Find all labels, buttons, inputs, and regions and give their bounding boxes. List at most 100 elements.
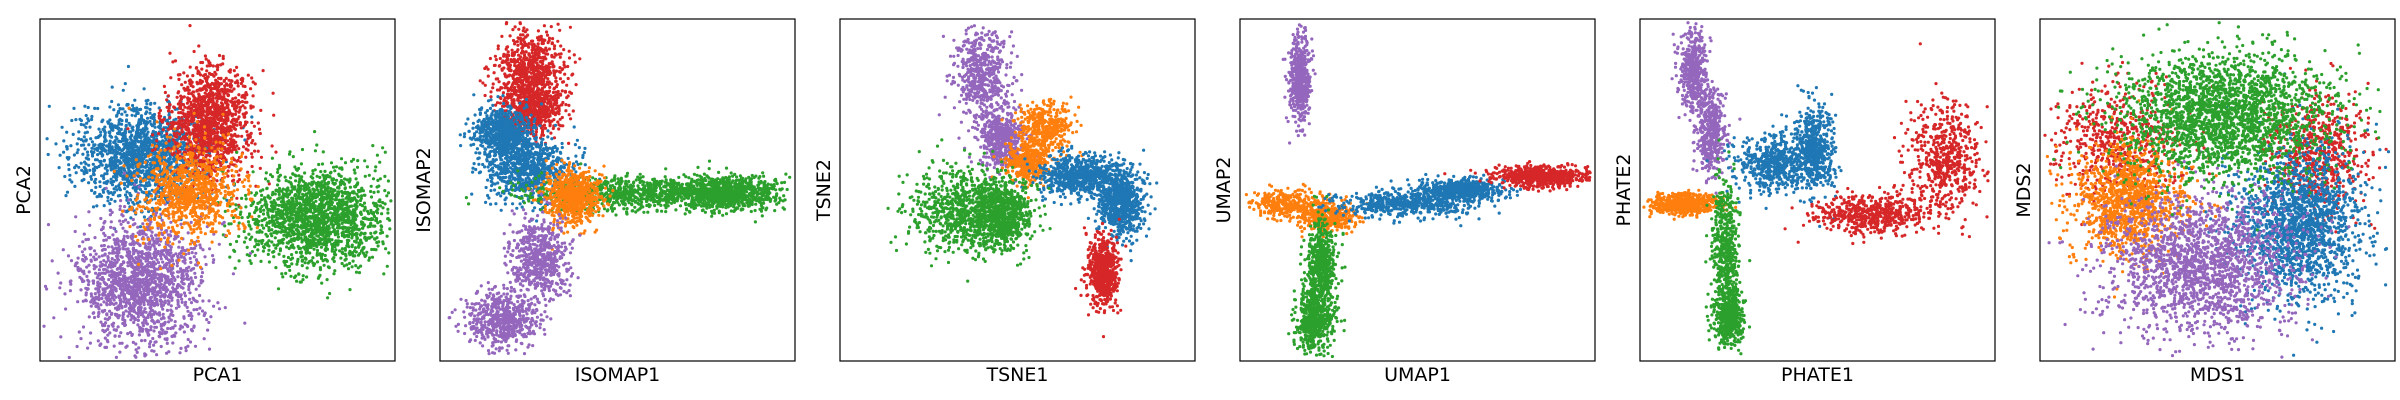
scatter-point xyxy=(90,114,94,119)
scatter-point xyxy=(292,220,296,224)
scatter-point xyxy=(315,143,319,147)
scatter-point xyxy=(313,130,317,134)
scatter-point xyxy=(260,204,264,208)
scatter-point xyxy=(150,139,154,144)
scatter-point xyxy=(358,198,363,203)
scatter-point xyxy=(110,158,114,162)
scatter-point xyxy=(70,118,74,123)
scatter-point xyxy=(302,225,306,229)
scatter-point xyxy=(362,232,366,236)
scatter-point xyxy=(71,132,75,136)
scatter-point xyxy=(260,223,264,227)
scatter-point xyxy=(333,250,337,254)
scatter-point xyxy=(228,110,232,114)
scatter-point xyxy=(318,175,322,179)
scatter-point xyxy=(218,161,222,165)
scatter-point xyxy=(303,261,307,265)
scatter-point xyxy=(82,123,86,127)
scatter-point xyxy=(299,280,303,284)
scatter-point xyxy=(89,137,93,141)
scatter-point xyxy=(240,76,244,80)
scatter-point xyxy=(348,288,352,292)
scatter-point xyxy=(106,265,110,269)
scatter-point xyxy=(96,339,100,343)
scatter-point xyxy=(173,133,177,137)
scatter-point xyxy=(137,169,141,173)
scatter-point xyxy=(378,220,382,224)
scatter-point xyxy=(256,121,260,125)
scatter-point xyxy=(130,162,135,166)
scatter-point xyxy=(65,145,69,149)
scatter-point xyxy=(383,189,387,193)
scatter-point xyxy=(175,95,179,99)
scatter-point xyxy=(277,190,281,194)
scatter-point xyxy=(110,99,114,104)
pca1-panel: PCA1 PCA2 xyxy=(0,0,400,400)
scatter-point xyxy=(266,179,270,183)
scatter-point xyxy=(114,145,118,149)
scatter-point xyxy=(133,153,137,157)
scatter-point xyxy=(116,103,121,107)
scatter-point xyxy=(344,254,348,258)
scatter-point xyxy=(326,181,330,185)
scatter-point xyxy=(141,165,145,169)
scatter-point xyxy=(240,216,244,220)
scatter-point xyxy=(299,184,303,188)
scatter-point xyxy=(246,220,251,224)
scatter-point xyxy=(291,243,295,247)
scatter-point xyxy=(117,121,121,125)
scatter-point xyxy=(171,157,176,161)
scatter-point xyxy=(88,168,92,172)
scatter-point xyxy=(185,125,189,129)
scatter-point xyxy=(235,134,239,138)
scatter-point xyxy=(264,171,268,175)
scatter-point xyxy=(340,166,344,170)
scatter-point xyxy=(254,239,258,243)
scatter-point xyxy=(358,252,362,256)
scatter-point xyxy=(200,117,204,121)
scatter-point xyxy=(371,224,376,228)
scatter-point xyxy=(343,186,347,190)
scatter-point xyxy=(350,226,354,230)
scatter-point xyxy=(131,232,135,236)
scatter-point xyxy=(306,218,310,222)
scatter-point xyxy=(300,254,304,258)
scatter-point xyxy=(248,224,252,228)
scatter-point xyxy=(386,211,390,215)
scatter-point xyxy=(93,143,97,147)
scatter-point xyxy=(299,251,303,255)
scatter-point xyxy=(213,130,217,134)
scatter-point xyxy=(207,320,211,325)
scatter-point xyxy=(326,219,330,223)
scatter-point xyxy=(251,138,255,143)
scatter-point xyxy=(302,245,306,249)
scatter-point xyxy=(148,172,152,176)
scatter-point xyxy=(213,114,217,118)
scatter-point xyxy=(310,235,314,239)
scatter-point xyxy=(164,126,168,130)
scatter-point xyxy=(223,145,227,150)
scatter-point xyxy=(240,100,244,104)
scatter-point xyxy=(167,106,171,110)
scatter-point xyxy=(115,137,119,141)
scatter-point xyxy=(235,100,239,104)
scatter-point xyxy=(111,128,115,132)
scatter-point xyxy=(65,130,69,134)
scatter-point xyxy=(163,151,167,155)
scatter-point xyxy=(287,223,291,227)
scatter-point xyxy=(145,151,149,155)
scatter-point xyxy=(168,51,172,55)
scatter-point xyxy=(302,221,306,225)
scatter-point xyxy=(278,247,282,251)
scatter-point xyxy=(325,247,330,251)
scatter-point xyxy=(205,69,209,73)
scatter-point xyxy=(150,148,155,152)
scatter-point xyxy=(209,72,213,76)
scatter-point xyxy=(133,136,137,140)
scatter-point xyxy=(126,127,130,131)
scatter-point xyxy=(298,225,302,229)
scatter-point xyxy=(215,68,220,72)
scatter-point xyxy=(331,257,335,261)
scatter-point xyxy=(333,211,337,215)
scatter-point xyxy=(319,170,323,174)
